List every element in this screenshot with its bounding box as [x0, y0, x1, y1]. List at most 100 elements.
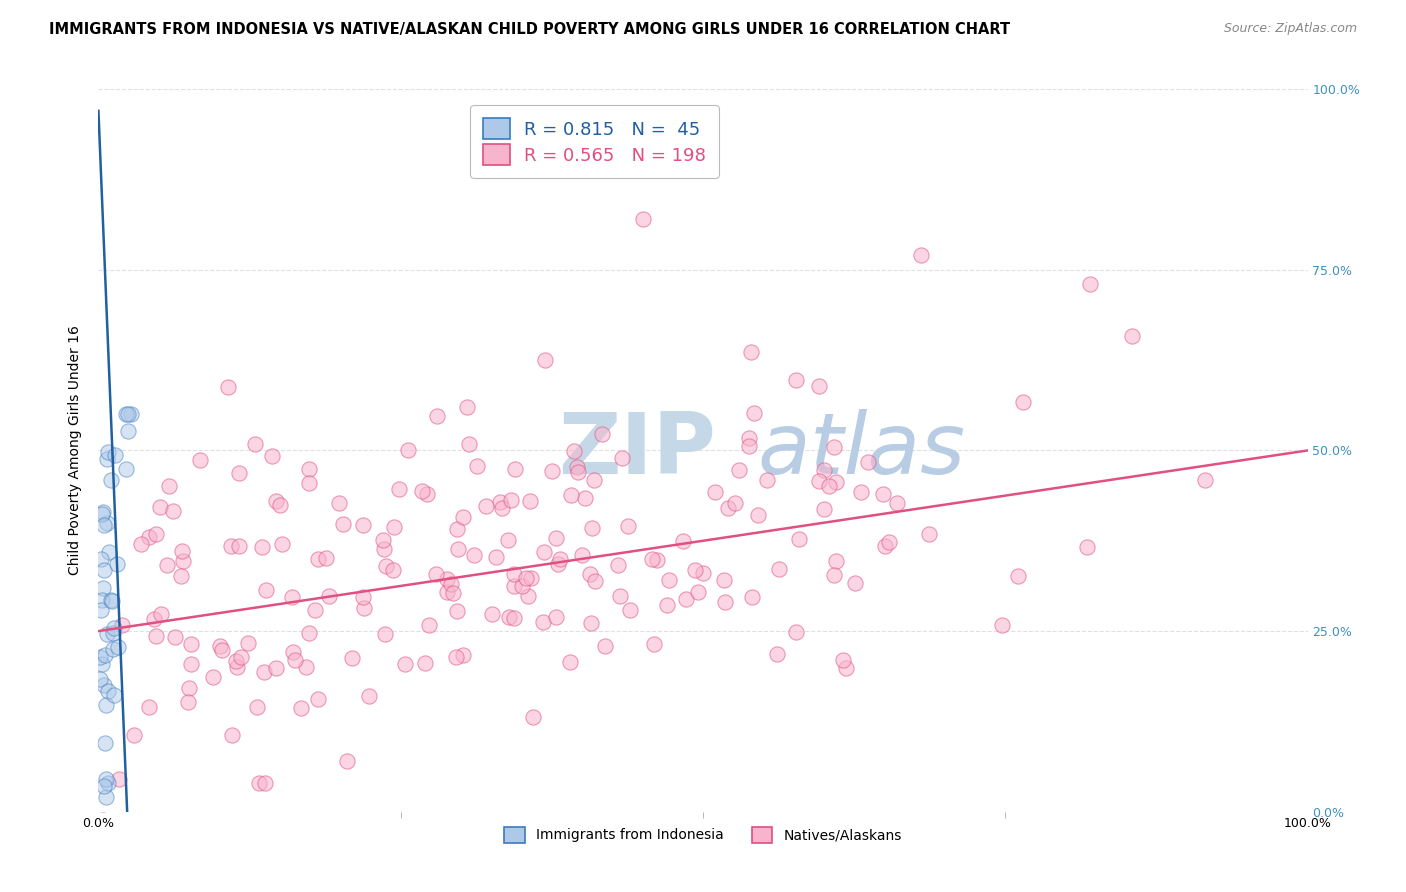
Point: [823, 440, 845, 454]
Point: [120, 407, 142, 421]
Point: [105, 557, 128, 571]
Point: [96, 772, 118, 786]
Point: [581, 521, 603, 535]
Point: [93, 826, 115, 840]
Point: [90, 657, 112, 671]
Point: [817, 478, 839, 492]
Point: [94, 698, 117, 712]
Point: [89, 672, 111, 686]
Point: [503, 579, 526, 593]
Point: [727, 463, 749, 477]
Point: [451, 510, 474, 524]
Point: [564, 444, 586, 458]
Point: [873, 539, 896, 553]
Point: [394, 657, 416, 671]
Point: [515, 571, 537, 585]
Point: [332, 517, 354, 532]
Point: [280, 591, 302, 605]
Point: [742, 406, 765, 420]
Point: [91, 505, 114, 519]
Point: [90, 508, 112, 522]
Point: [143, 612, 166, 626]
Point: [1078, 277, 1101, 292]
Point: [550, 552, 572, 566]
Point: [371, 533, 394, 548]
Point: [558, 655, 581, 669]
Point: [413, 656, 436, 670]
Point: [463, 548, 485, 562]
Point: [503, 462, 526, 476]
Point: [886, 495, 908, 509]
Point: [489, 495, 512, 509]
Point: [90, 552, 112, 566]
Point: [458, 437, 481, 451]
Point: [336, 754, 359, 768]
Point: [225, 654, 247, 668]
Point: [97, 776, 120, 790]
Point: [188, 452, 211, 467]
Point: [117, 425, 139, 439]
Point: [485, 549, 508, 564]
Point: [823, 568, 845, 582]
Point: [231, 649, 253, 664]
Point: [236, 635, 259, 649]
Point: [1011, 395, 1033, 409]
Point: [444, 649, 467, 664]
Point: [163, 630, 186, 644]
Point: [145, 629, 167, 643]
Point: [785, 374, 807, 388]
Point: [382, 563, 405, 577]
Text: Source: ZipAtlas.com: Source: ZipAtlas.com: [1223, 22, 1357, 36]
Point: [108, 772, 131, 786]
Point: [740, 345, 762, 359]
Point: [290, 701, 312, 715]
Point: [129, 537, 152, 551]
Point: [149, 500, 172, 515]
Point: [583, 574, 606, 588]
Point: [138, 700, 160, 714]
Point: [253, 665, 276, 680]
Point: [162, 504, 184, 518]
Point: [571, 548, 593, 562]
Point: [284, 653, 307, 667]
Point: [307, 552, 329, 566]
Point: [499, 492, 522, 507]
Point: [93, 819, 115, 833]
Point: [169, 568, 191, 582]
Point: [228, 466, 250, 480]
Point: [766, 648, 789, 662]
Point: [315, 550, 337, 565]
Point: [155, 558, 177, 573]
Point: [100, 592, 122, 607]
Point: [738, 439, 761, 453]
Point: [115, 462, 138, 476]
Point: [93, 678, 115, 692]
Point: [704, 484, 727, 499]
Point: [768, 562, 790, 576]
Point: [787, 532, 810, 546]
Point: [849, 484, 872, 499]
Point: [631, 212, 654, 227]
Point: [825, 475, 848, 489]
Point: [832, 653, 855, 667]
Point: [297, 626, 319, 640]
Point: [516, 590, 538, 604]
Point: [426, 409, 449, 424]
Point: [567, 465, 589, 479]
Point: [270, 537, 292, 551]
Point: [991, 618, 1014, 632]
Point: [170, 543, 193, 558]
Point: [96, 626, 118, 640]
Point: [534, 353, 557, 368]
Point: [107, 640, 129, 654]
Point: [89, 650, 111, 665]
Legend: Immigrants from Indonesia, Natives/Alaskans: Immigrants from Indonesia, Natives/Alask…: [499, 821, 907, 848]
Point: [91, 581, 114, 595]
Point: [246, 699, 269, 714]
Point: [519, 493, 541, 508]
Point: [219, 539, 242, 553]
Point: [441, 586, 464, 600]
Point: [813, 463, 835, 477]
Point: [436, 572, 458, 586]
Point: [94, 814, 117, 829]
